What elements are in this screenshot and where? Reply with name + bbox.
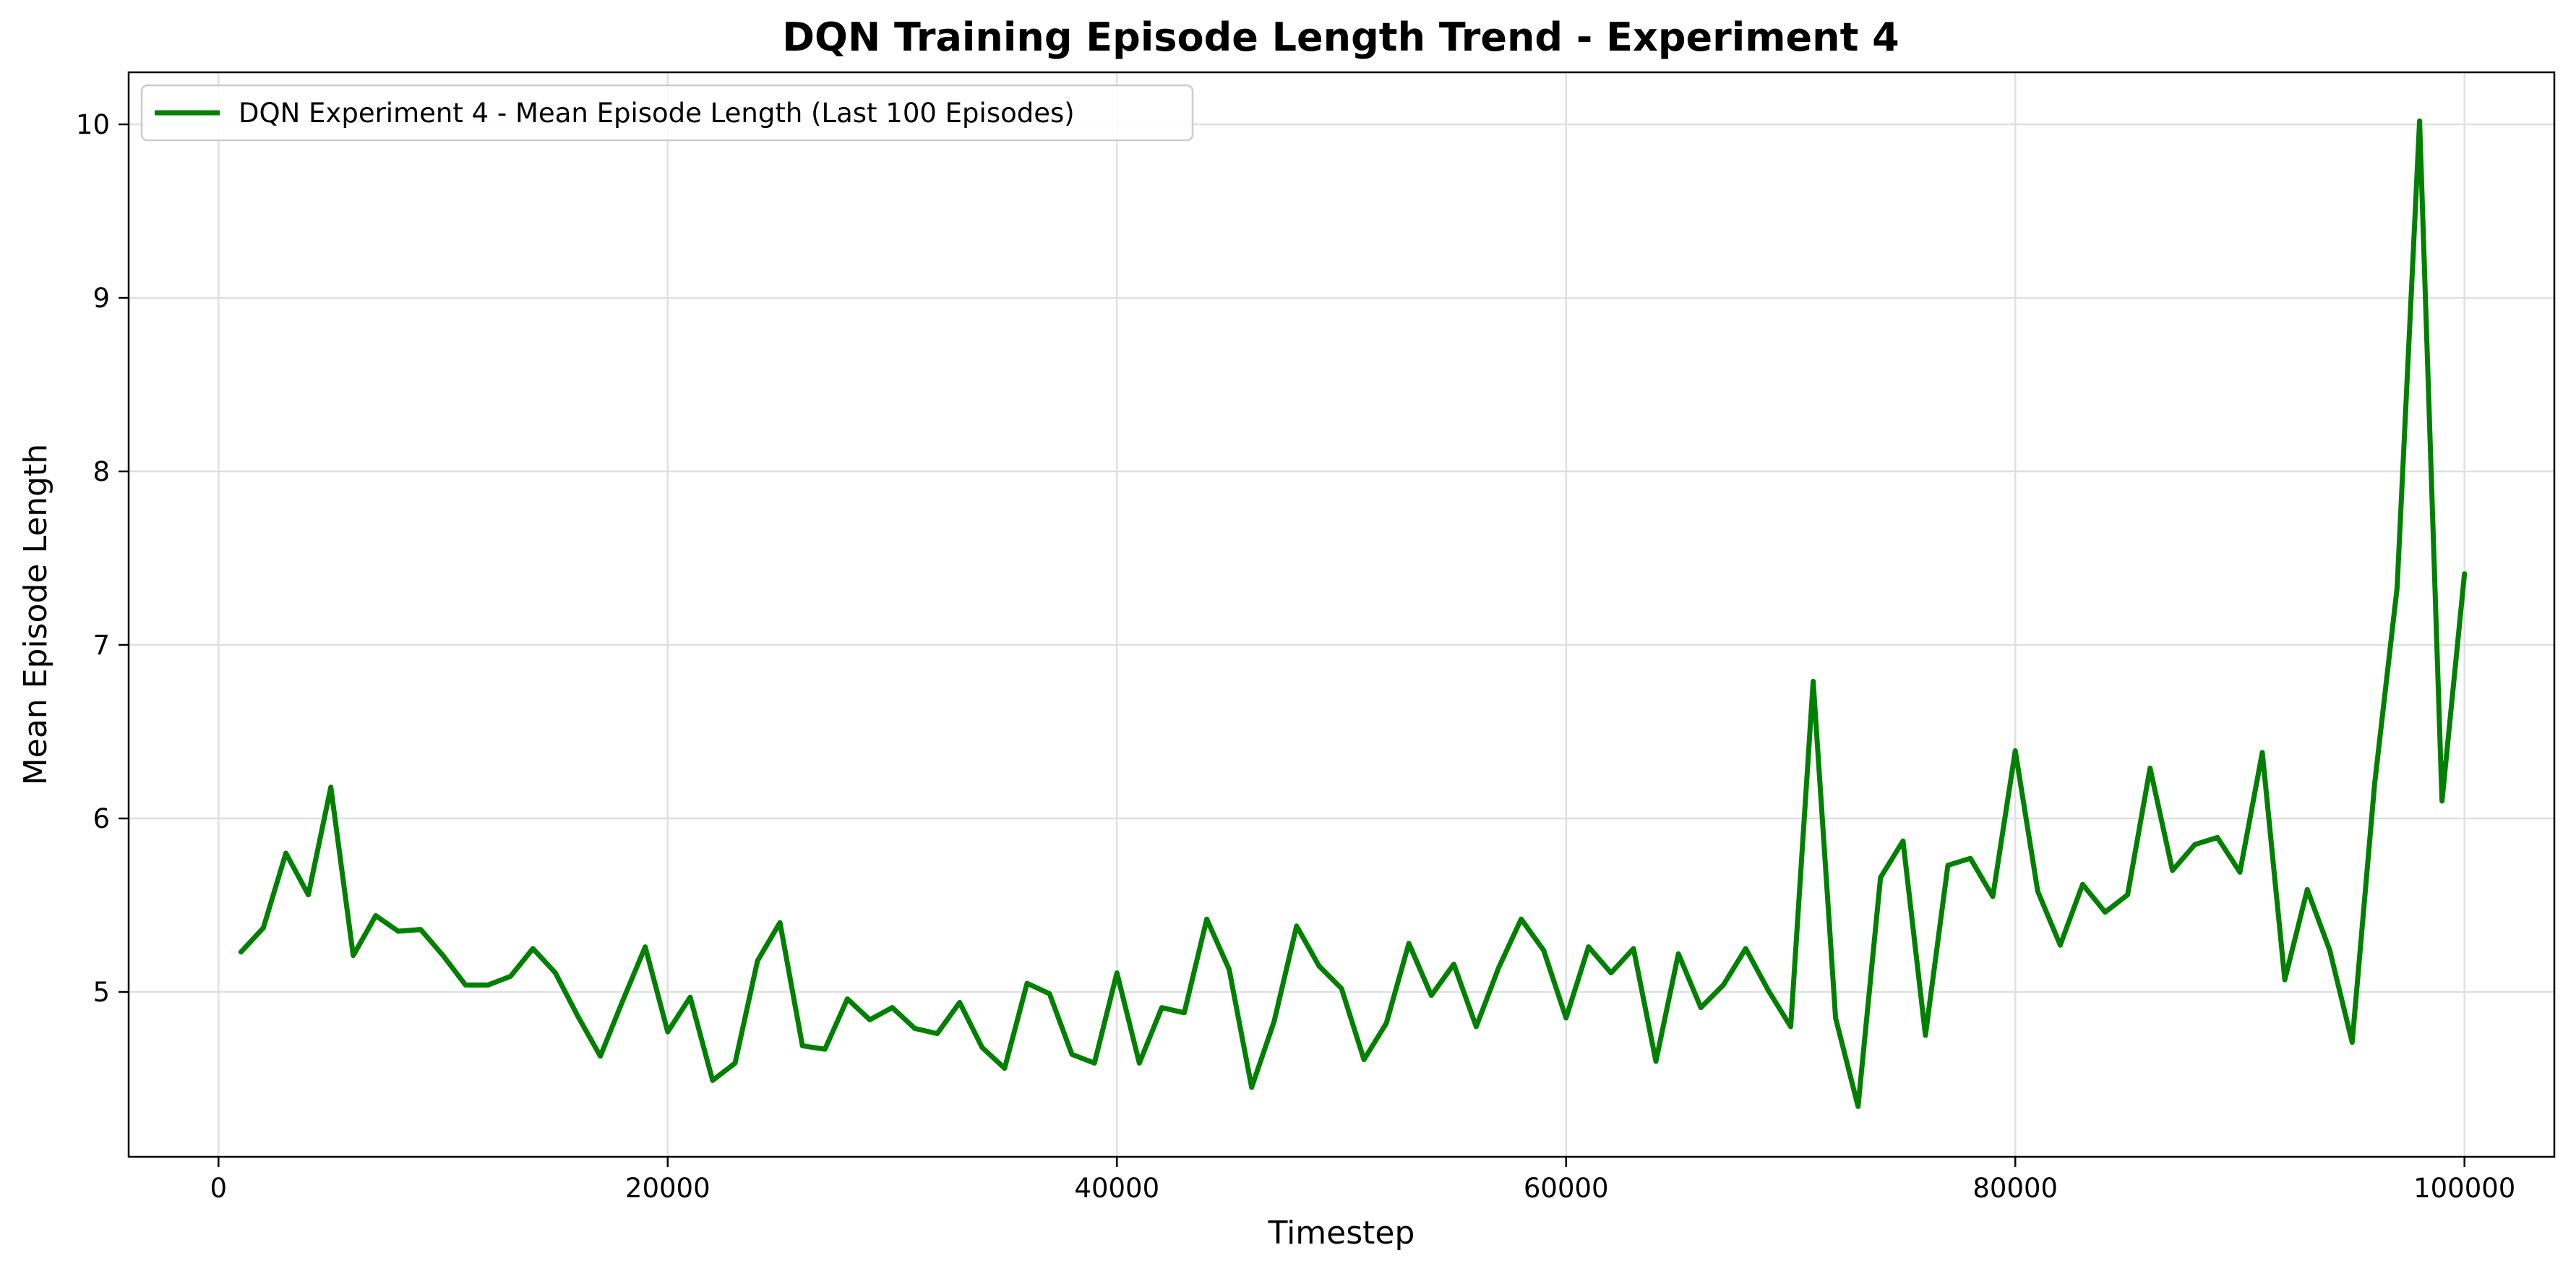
legend: DQN Experiment 4 - Mean Episode Length (… <box>140 84 1194 142</box>
y-tick-label: 10 <box>76 109 110 140</box>
data-point <box>1004 1068 1005 1069</box>
y-tick-label: 9 <box>93 283 110 314</box>
data-point <box>1498 967 1499 968</box>
legend-box <box>140 84 1194 142</box>
data-point <box>892 1007 893 1008</box>
data-point <box>2262 752 2263 753</box>
data-point <box>1318 966 1319 967</box>
x-tick-label: 100000 <box>2413 1173 2515 1204</box>
plot-frame <box>127 71 2556 1158</box>
data-point <box>1386 1023 1387 1024</box>
ticks: 0 20000 40000 60000 80000 100000 5 6 7 8 9 10 <box>76 109 2515 1204</box>
data-point <box>1543 950 1544 951</box>
data-point <box>555 972 556 973</box>
data-point <box>1251 1087 1252 1088</box>
data-point <box>1072 1054 1073 1055</box>
data-point <box>285 853 286 854</box>
data-point <box>443 955 444 956</box>
x-tick-label: 40000 <box>1074 1173 1159 1204</box>
data-point <box>375 915 376 916</box>
data-point <box>1364 1059 1365 1060</box>
data-point <box>2060 945 2061 946</box>
data-point <box>1880 877 1881 878</box>
data-point <box>802 1045 803 1046</box>
x-tick-label: 0 <box>210 1173 228 1204</box>
data-point <box>308 894 309 895</box>
data-point <box>2352 1042 2353 1043</box>
data-point <box>1588 946 1589 947</box>
data-point <box>959 1002 960 1003</box>
data-point <box>1835 1018 1836 1019</box>
data-point <box>712 1080 713 1081</box>
data-point <box>1184 1012 1185 1013</box>
y-tick-label: 7 <box>93 630 110 661</box>
data-point <box>2015 750 2016 751</box>
data-point <box>1768 990 1769 991</box>
data-point <box>1341 988 1342 989</box>
data-point <box>1094 1063 1095 1064</box>
x-tick-label: 80000 <box>1972 1173 2058 1204</box>
legend-label: DQN Experiment 4 - Mean Episode Length (… <box>239 98 1075 129</box>
data-point <box>2194 844 2195 845</box>
data-point <box>1049 993 1050 994</box>
data-point <box>2464 573 2465 574</box>
chart-title: DQN Training Episode Length Trend - Expe… <box>782 14 1899 60</box>
data-point <box>510 976 511 977</box>
data-point <box>914 1028 915 1029</box>
data-point <box>735 1063 736 1064</box>
data-point <box>1027 983 1028 984</box>
series-layer <box>238 118 2468 1109</box>
y-tick-label: 6 <box>93 803 110 834</box>
x-tick-label: 20000 <box>625 1173 710 1204</box>
x-axis-label: Timestep <box>1268 1215 1415 1252</box>
data-point <box>2307 889 2308 890</box>
y-axis-label: Mean Episode Length <box>17 444 54 785</box>
data-point <box>1970 858 1971 859</box>
data-point <box>1610 972 1611 973</box>
data-point <box>757 960 758 961</box>
data-point <box>1431 995 1432 996</box>
data-point <box>1139 1063 1140 1064</box>
x-tick-label: 60000 <box>1524 1173 1609 1204</box>
data-point <box>2127 894 2128 895</box>
data-point <box>2082 884 2083 885</box>
data-point <box>1656 1061 1657 1062</box>
data-point <box>1902 841 1903 842</box>
y-tick-label: 5 <box>93 977 110 1008</box>
data-point <box>2240 872 2241 873</box>
data-point <box>1206 919 1207 920</box>
series-line <box>238 118 2468 1109</box>
data-point <box>847 998 848 999</box>
data-point <box>1296 925 1297 926</box>
y-tick-label: 8 <box>93 456 110 487</box>
